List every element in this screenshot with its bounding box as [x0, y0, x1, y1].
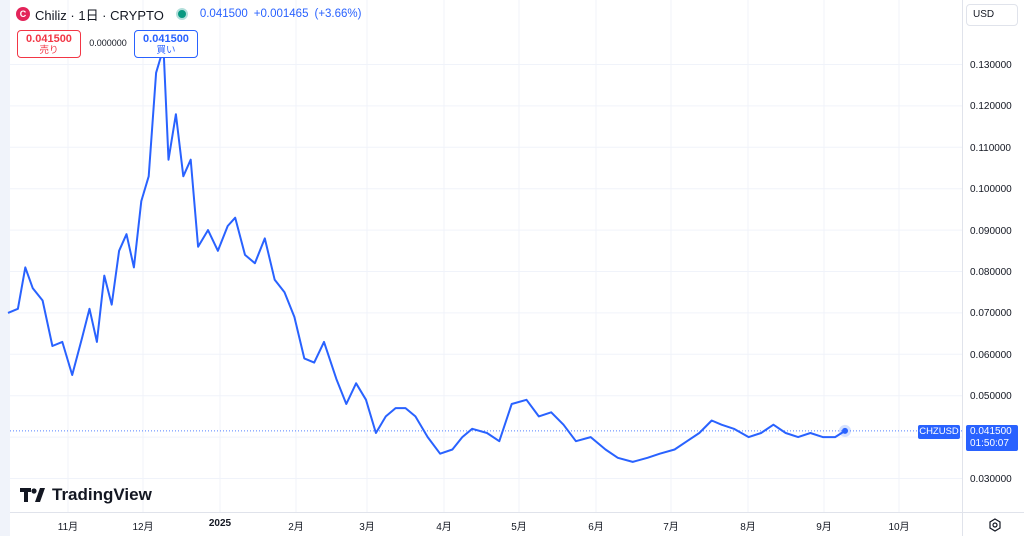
settings-icon[interactable] — [988, 518, 1002, 532]
price-axis[interactable] — [962, 0, 1024, 512]
time-tick: 7月 — [663, 522, 679, 533]
axis-corner — [962, 512, 1024, 536]
price-tick: 0.030000 — [970, 474, 1012, 485]
change-value: +0.001465 — [253, 8, 309, 20]
time-tick: 9月 — [816, 522, 832, 533]
symbol-title[interactable]: Chiliz · 1日 · CRYPTO — [35, 7, 164, 23]
currency-selector[interactable]: USD — [966, 4, 1018, 26]
price-tick: 0.060000 — [970, 350, 1012, 361]
price-tick: 0.090000 — [970, 226, 1012, 237]
sell-price: 0.041500 — [26, 33, 72, 45]
chiliz-logo-icon: C — [16, 7, 30, 21]
market-status-icon[interactable] — [175, 8, 188, 20]
bar-countdown: 01:50:07 — [970, 438, 1009, 449]
last-point-marker — [842, 427, 848, 434]
price-tick: 0.100000 — [970, 184, 1012, 195]
watermark-text: TradingView — [52, 485, 152, 504]
buy-label: 買い — [156, 45, 176, 56]
time-tick: 4月 — [436, 522, 452, 533]
time-tick: 11月 — [57, 522, 79, 533]
time-tick: 3月 — [359, 522, 375, 533]
sell-label: 売り — [39, 45, 59, 56]
last-price-badge: 0.041500 01:50:07 — [966, 425, 1018, 451]
symbol-legend[interactable]: C Chiliz · 1日 · CRYPTO 0.041500 +0.00146… — [16, 5, 367, 23]
time-axis[interactable] — [10, 512, 962, 536]
time-tick: 8月 — [740, 522, 756, 533]
symbol-badge: CHZUSD — [918, 425, 960, 439]
last-price-value: 0.041500 — [199, 8, 248, 20]
price-series-line — [7, 46, 846, 463]
buy-price: 0.041500 — [143, 33, 189, 45]
price-tick: 0.070000 — [970, 308, 1012, 319]
tradingview-logo-icon — [20, 488, 45, 502]
price-tick: 0.130000 — [970, 60, 1012, 71]
time-tick: 2025 — [208, 518, 232, 529]
time-tick: 10月 — [888, 522, 910, 533]
tradingview-watermark[interactable]: TradingView — [20, 484, 152, 506]
grid-lines — [10, 0, 962, 512]
buy-button[interactable]: 0.041500 買い — [134, 30, 198, 58]
badge-price: 0.041500 — [970, 426, 1012, 437]
time-tick: 2月 — [288, 522, 304, 533]
time-tick: 5月 — [511, 522, 527, 533]
price-tick: 0.120000 — [970, 101, 1012, 112]
time-tick: 12月 — [132, 522, 154, 533]
price-tick: 0.080000 — [970, 267, 1012, 278]
change-percent: (+3.66%) — [314, 8, 362, 20]
time-tick: 6月 — [588, 522, 604, 533]
sell-button[interactable]: 0.041500 売り — [17, 30, 81, 58]
price-tick: 0.110000 — [970, 143, 1011, 154]
left-edge — [0, 0, 10, 536]
spread-value: 0.000000 — [89, 38, 127, 48]
price-tick: 0.050000 — [970, 391, 1012, 402]
